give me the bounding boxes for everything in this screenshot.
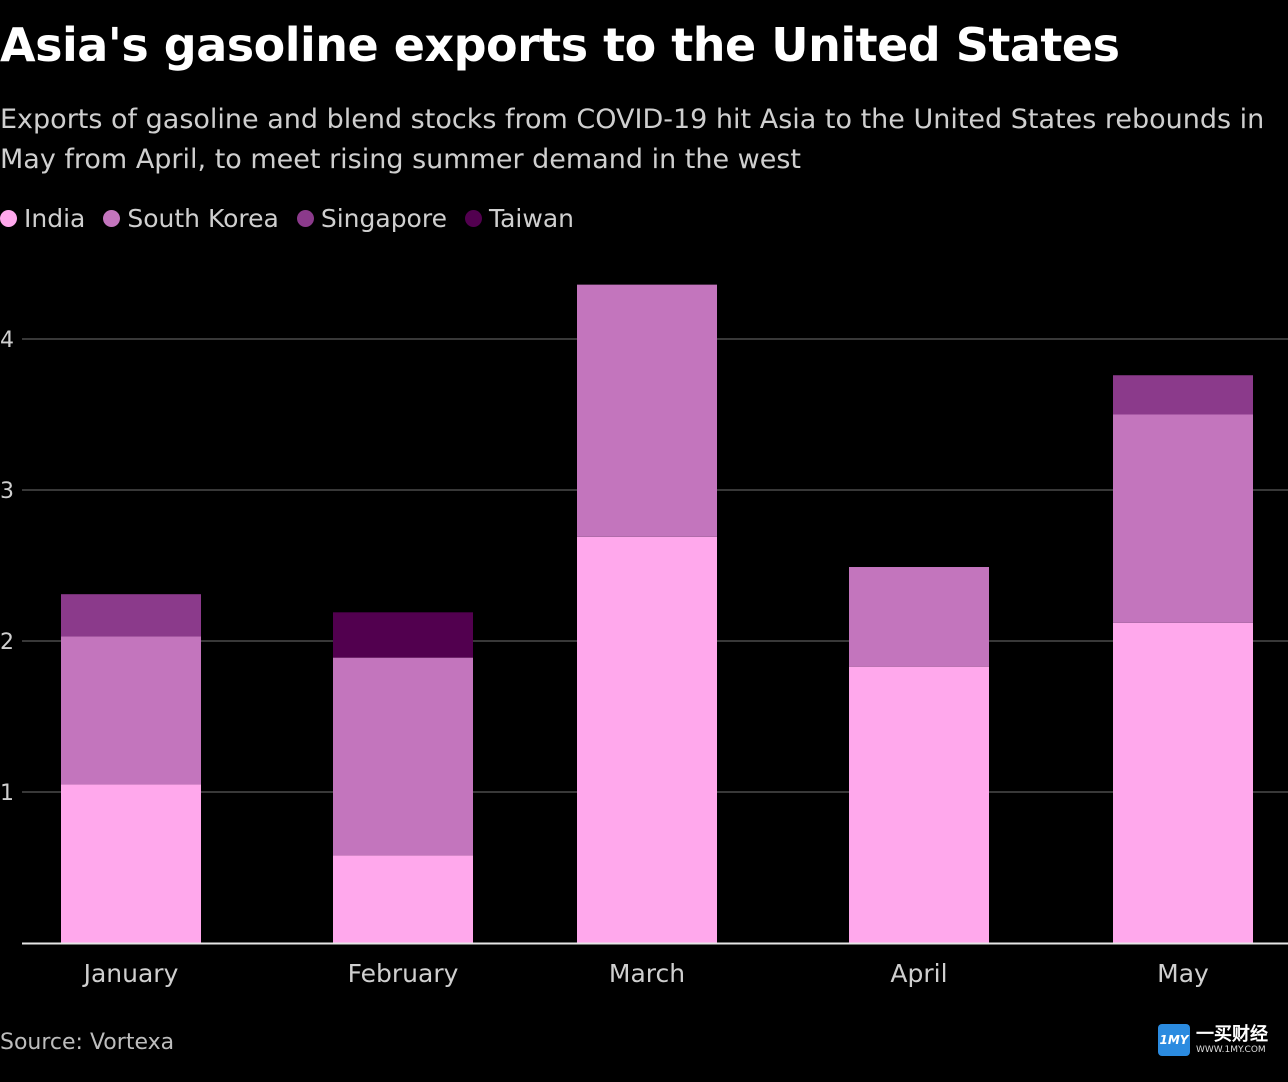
legend-item-singapore: Singapore xyxy=(296,204,447,233)
chart-subtitle: Exports of gasoline and blend stocks fro… xyxy=(0,104,1265,175)
bar-january-singapore xyxy=(61,594,201,637)
y-tick-label-2: 2 xyxy=(0,630,14,655)
bar-january-south-korea xyxy=(61,636,201,785)
source-note: Source: Vortexa xyxy=(0,1030,175,1055)
legend-item-taiwan: Taiwan xyxy=(464,204,574,233)
legend-swatch-taiwan xyxy=(464,210,482,227)
chart-title: Asia's gasoline exports to the United St… xyxy=(0,18,1120,72)
x-tick-label-february: February xyxy=(348,959,459,988)
bar-february-india xyxy=(333,855,473,943)
watermark-logo: 1MY xyxy=(1158,1024,1190,1056)
x-tick-label-march: March xyxy=(609,959,685,988)
bar-march-india xyxy=(577,536,717,943)
watermark-main-text: 一买财经 xyxy=(1196,1023,1268,1045)
legend-label-singapore: Singapore xyxy=(320,204,447,233)
watermark-url: WWW.1MY.COM xyxy=(1196,1044,1266,1055)
x-axis: January February March April May xyxy=(22,942,1288,988)
x-tick-label-january: January xyxy=(82,959,179,988)
bar-april-india xyxy=(849,666,989,943)
bar-may-india xyxy=(1113,622,1253,943)
stacked-bar-chart: 1 2 3 4 January February March April May xyxy=(0,284,1288,988)
legend-swatch-south-korea xyxy=(103,210,121,227)
bar-february-taiwan xyxy=(333,612,473,658)
legend-label-taiwan: Taiwan xyxy=(488,204,574,233)
legend-label-south-korea: South Korea xyxy=(127,204,279,233)
x-tick-label-april: April xyxy=(890,959,947,988)
bar-april-south-korea xyxy=(849,567,989,667)
legend-item-south-korea: South Korea xyxy=(103,204,279,233)
legend-swatch-singapore xyxy=(296,210,314,227)
legend-label-india: India xyxy=(24,204,86,233)
bars xyxy=(61,284,1253,943)
y-tick-label-3: 3 xyxy=(0,479,14,504)
watermark: 1MY 一买财经 WWW.1MY.COM xyxy=(1158,1024,1268,1056)
bar-february-south-korea xyxy=(333,657,473,856)
bar-may-singapore xyxy=(1113,375,1253,415)
bar-march-south-korea xyxy=(577,284,717,537)
legend: India South Korea Singapore Taiwan xyxy=(0,204,592,233)
bar-january-india xyxy=(61,784,201,943)
legend-item-india: India xyxy=(0,204,85,233)
bar-may-south-korea xyxy=(1113,414,1253,623)
x-tick-label-may: May xyxy=(1157,959,1209,988)
legend-swatch-india xyxy=(0,210,17,227)
y-tick-label-4: 4 xyxy=(0,328,14,353)
y-tick-label-1: 1 xyxy=(0,781,14,806)
